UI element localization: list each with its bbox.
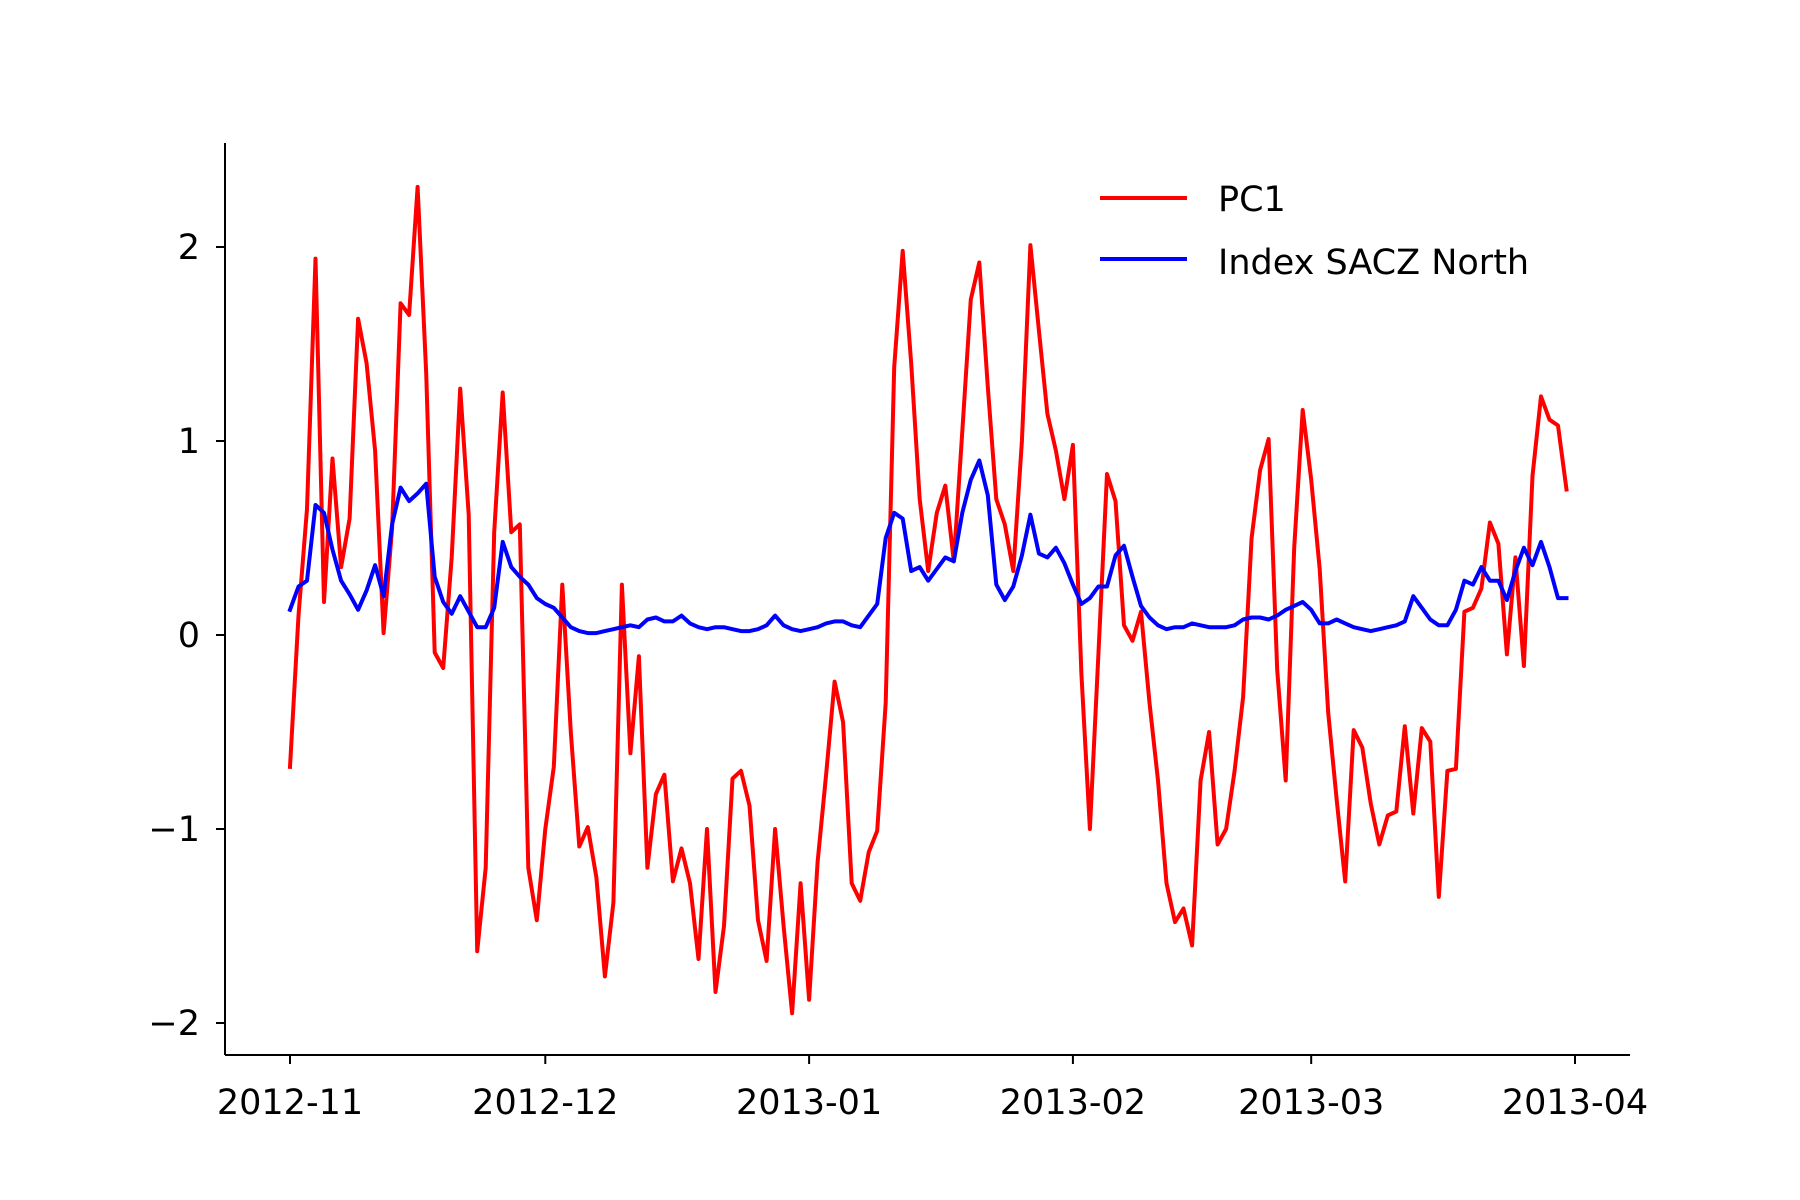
y-tick-label: 0 — [178, 616, 200, 656]
x-ticks: 2012-11 2012-12 2013-01 2013-02 2013-03 2013-… — [217, 1055, 1648, 1123]
x-tick-label: 2013-01 — [736, 1083, 882, 1123]
y-tick-label: 1 — [178, 422, 200, 462]
x-tick-label: 2013-02 — [1000, 1083, 1146, 1123]
series-layer — [287, 184, 1569, 1016]
y-tick-label: −1 — [148, 810, 200, 850]
y-ticks: −2 −1 0 1 2 — [148, 228, 225, 1044]
y-tick-label: 2 — [178, 228, 200, 268]
legend: PC1 Index SACZ North — [1100, 180, 1529, 283]
x-tick-label: 2013-04 — [1502, 1083, 1648, 1123]
x-tick-label: 2012-12 — [472, 1083, 618, 1123]
y-tick-label: −2 — [148, 1004, 200, 1044]
legend-label-pc1: PC1 — [1218, 180, 1286, 220]
x-tick-label: 2013-03 — [1238, 1083, 1384, 1123]
series-line-pc1 — [287, 184, 1569, 1016]
legend-label-sacz-north: Index SACZ North — [1218, 243, 1529, 283]
series-line-sacz-north — [287, 458, 1569, 636]
axes-layer — [224, 143, 1630, 1056]
x-tick-label: 2012-11 — [217, 1083, 363, 1123]
